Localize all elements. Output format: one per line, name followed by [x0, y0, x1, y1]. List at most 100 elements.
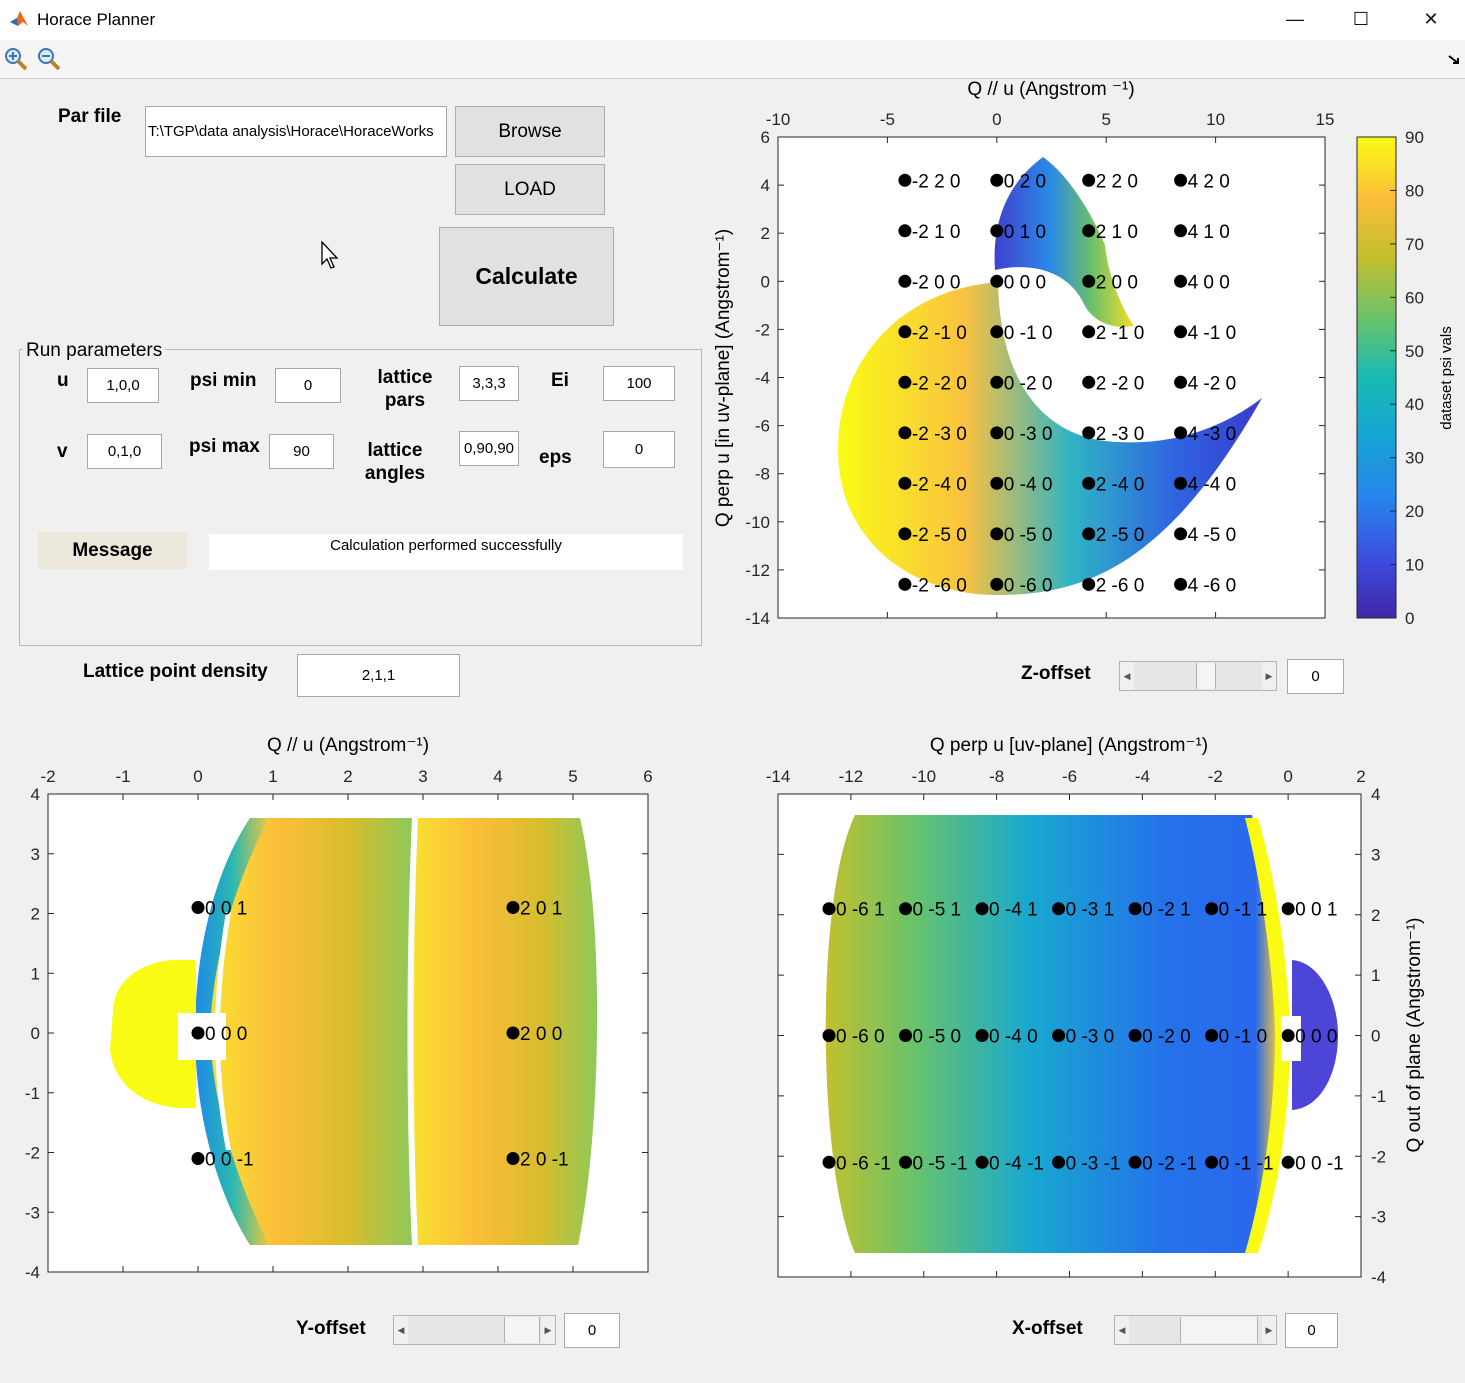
lattice-point-label: 0 0 0: [205, 1024, 247, 1045]
lattice-point-marker: [1205, 1029, 1219, 1042]
plot2-y-tick-label: -3: [25, 1203, 40, 1222]
lattice-point-label: 2 -5 0: [1096, 525, 1145, 546]
x-offset-slider[interactable]: ◀ ▶: [1114, 1315, 1277, 1345]
plot3-x-tick-label: -4: [1135, 767, 1150, 786]
x-slider-right-arrow[interactable]: ▶: [1262, 1316, 1276, 1344]
lattice-point-marker: [990, 325, 1004, 339]
u-out-of-plane-plot[interactable]: -2 -1 0 1 2 3 4 5 6 4 3 2 1 0 -1 -2 -3 -4 0 0 1 2 0 1 0 0 0 2…: [0, 725, 700, 1280]
zoom-in-icon[interactable]: [3, 46, 29, 72]
plot2-y-tick-label: -1: [25, 1084, 40, 1103]
u-input[interactable]: 1,0,0: [87, 368, 159, 403]
z-offset-slider[interactable]: ◀ ▶: [1119, 661, 1277, 691]
colorbar-tick-label: 20: [1405, 502, 1424, 521]
lattice-point-label: 0 0 -1: [1295, 1153, 1344, 1174]
lattice-point-marker: [1128, 1155, 1142, 1169]
plot3-y-tick-label: 3: [1371, 845, 1380, 864]
lattice-point-label: 0 0 0: [1004, 272, 1046, 293]
psi-min-input[interactable]: 0: [275, 368, 341, 403]
psi-max-input[interactable]: 90: [269, 434, 334, 469]
minimize-button[interactable]: —: [1286, 8, 1304, 29]
lattice-pars-input[interactable]: 3,3,3: [459, 366, 519, 401]
x-slider-thumb[interactable]: [1180, 1317, 1258, 1343]
y-offset-label: Y-offset: [296, 1318, 366, 1339]
lattice-point-label: 0 -5 1: [913, 900, 962, 921]
z-slider-thumb[interactable]: [1196, 663, 1216, 689]
plot1-x-tick-label: 15: [1316, 110, 1335, 129]
z-offset-input[interactable]: 0: [1287, 659, 1344, 694]
plot3-y-tick-label: -3: [1371, 1208, 1386, 1227]
lattice-point-marker: [899, 1155, 913, 1169]
lattice-point-marker: [1174, 173, 1188, 187]
y-slider-left-arrow[interactable]: ◀: [394, 1316, 408, 1344]
z-slider-right-arrow[interactable]: ▶: [1262, 662, 1276, 690]
lattice-point-marker: [1205, 1155, 1219, 1169]
lattice-point-marker: [899, 902, 913, 916]
lattice-point-marker: [506, 901, 520, 915]
eps-input[interactable]: 0: [603, 431, 675, 468]
x-offset-input[interactable]: 0: [1285, 1313, 1338, 1348]
lattice-point-marker: [990, 577, 1004, 591]
v-input[interactable]: 0,1,0: [87, 434, 162, 469]
y-slider-right-arrow[interactable]: ▶: [541, 1316, 555, 1344]
lattice-point-marker: [506, 1026, 520, 1040]
plot1-x-tick-label: 0: [992, 110, 1001, 129]
lattice-point-marker: [1082, 426, 1096, 440]
y-slider-thumb[interactable]: [504, 1317, 540, 1343]
plot2-y-tick-label: 2: [31, 905, 40, 924]
plot2-x-tick-label: 5: [568, 767, 577, 786]
lattice-point-label: 0 0 1: [205, 899, 247, 920]
window-title: Horace Planner: [37, 10, 156, 29]
lattice-point-label: 0 0 1: [1295, 900, 1337, 921]
z-offset-label: Z-offset: [1021, 663, 1091, 684]
colorbar-tick-label: 90: [1405, 128, 1424, 147]
lattice-point-label: -2 1 0: [912, 222, 961, 243]
browse-button[interactable]: Browse: [455, 106, 605, 157]
lattice-point-marker: [1174, 224, 1188, 238]
plot2-x-tick-label: 3: [418, 767, 427, 786]
maximize-button[interactable]: ☐: [1352, 8, 1370, 29]
lattice-point-marker: [1174, 426, 1188, 440]
lattice-point-label: 0 -4 1: [989, 900, 1038, 921]
plot2-x-tick-label: 4: [493, 767, 502, 786]
lattice-point-label: 0 -2 -1: [1142, 1153, 1197, 1174]
plot2-x-tick-label: -2: [40, 767, 55, 786]
y-offset-slider[interactable]: ◀ ▶: [393, 1315, 556, 1345]
lattice-point-density-input[interactable]: 2,1,1: [297, 654, 460, 697]
lattice-point-marker: [1082, 476, 1096, 490]
lattice-point-label: 2 0 1: [520, 899, 562, 920]
lattice-point-marker: [1082, 325, 1096, 339]
psi-min-label: psi min: [190, 370, 257, 391]
ei-input[interactable]: 100: [603, 366, 675, 401]
lattice-point-marker: [1052, 902, 1066, 916]
par-file-input[interactable]: T:\TGP\data analysis\Horace\HoraceWorks: [145, 106, 447, 157]
close-button[interactable]: ✕: [1423, 8, 1439, 29]
plot3-y-tick-label: 4: [1371, 785, 1380, 804]
lattice-point-density-label: Lattice point density: [83, 661, 268, 682]
title-bar: Horace Planner — ☐ ✕: [0, 0, 1465, 40]
lattice-point-marker: [990, 274, 1004, 288]
lattice-point-label: 0 -3 0: [1004, 424, 1053, 445]
y-offset-input[interactable]: 0: [564, 1313, 620, 1348]
lattice-point-label: 2 2 0: [1096, 171, 1138, 192]
lattice-point-marker: [975, 1155, 989, 1169]
colorbar-tick-label: 30: [1405, 449, 1424, 468]
plot2-x-tick-label: 0: [193, 767, 202, 786]
lattice-point-label: 0 -2 1: [1142, 900, 1191, 921]
x-slider-left-arrow[interactable]: ◀: [1115, 1316, 1129, 1344]
lattice-point-label: 4 -5 0: [1188, 525, 1237, 546]
z-slider-left-arrow[interactable]: ◀: [1120, 662, 1134, 690]
lattice-point-marker: [1082, 224, 1096, 238]
plot3-y-tick-label: 2: [1371, 906, 1380, 925]
lattice-point-marker: [1174, 325, 1188, 339]
plot3-y-tick-label: -1: [1371, 1087, 1386, 1106]
dock-arrow-icon[interactable]: [1447, 54, 1461, 66]
lattice-point-marker: [898, 173, 912, 187]
zoom-out-icon[interactable]: [36, 46, 62, 72]
calculate-button[interactable]: Calculate: [439, 227, 614, 326]
lattice-angles-input[interactable]: 0,90,90: [459, 431, 519, 466]
lattice-point-marker: [990, 375, 1004, 389]
plot2-y-tick-label: -2: [25, 1144, 40, 1163]
load-button[interactable]: LOAD: [455, 164, 605, 215]
